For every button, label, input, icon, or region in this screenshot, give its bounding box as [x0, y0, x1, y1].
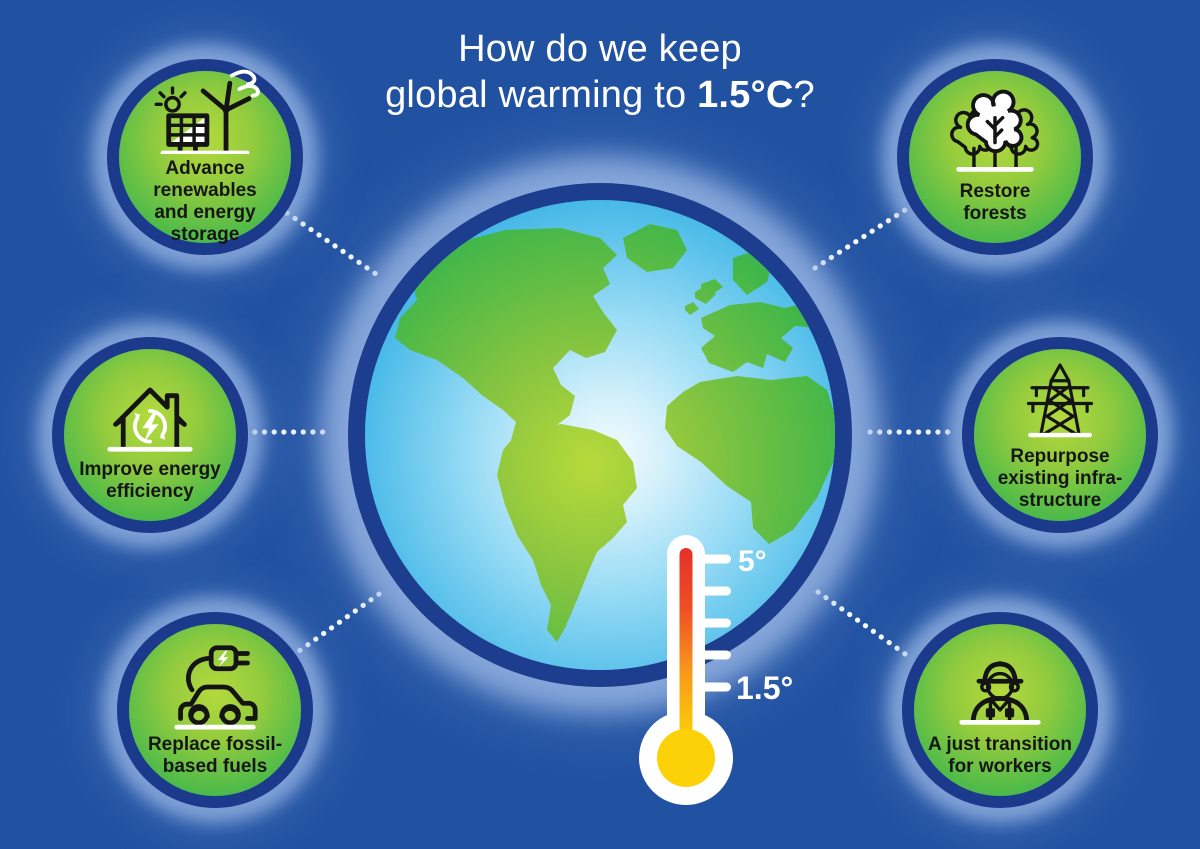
badge-just-transition: A just transition for workers	[914, 624, 1086, 796]
greenland	[623, 224, 687, 272]
mercury-column	[679, 548, 693, 760]
badge-label: A just transition for workers	[928, 734, 1072, 777]
badge-replace-fossil: Replace fossil- based fuels	[129, 624, 301, 796]
page-title: How do we keep global warming to 1.5°C?	[0, 26, 1200, 118]
arctic-islands	[515, 239, 585, 269]
connector-top-right	[812, 207, 908, 271]
connector-bottom-left	[289, 589, 385, 659]
scandinavia	[733, 250, 773, 295]
earth-globe	[365, 200, 835, 670]
worker-hard-hat-icon	[959, 661, 1041, 725]
badge-label: Replace fossil- based fuels	[147, 734, 283, 777]
title-line-1: How do we keep	[458, 28, 742, 70]
thermometer-label-5: 5°	[738, 545, 767, 578]
trees-icon	[950, 89, 1040, 172]
badge-improve-efficiency: Improve energy efficiency	[64, 349, 236, 521]
thermometer: 5° 1.5°	[639, 535, 793, 805]
badge-restore-forests: Restore forests	[909, 71, 1081, 243]
electric-car-plug-icon	[174, 645, 258, 730]
transmission-tower-icon	[1026, 363, 1094, 438]
badge-repurpose-infrastructure: Repurpose existing infra- structure	[974, 349, 1146, 521]
house-energy-recycle-icon	[107, 387, 193, 452]
south-america	[497, 424, 637, 642]
connector-top-left	[284, 210, 379, 277]
badge-label: Repurpose existing infra- structure	[997, 446, 1123, 511]
north-america	[395, 228, 617, 452]
connector-bottom-right	[815, 589, 911, 659]
continents-map	[395, 224, 835, 642]
badge-label: Restore forests	[959, 181, 1031, 224]
africa	[665, 376, 835, 544]
badge-label: Advance renewables and energy storage	[153, 158, 257, 245]
solar-panel-wind-turbine-icon	[154, 69, 260, 154]
british-isles	[685, 285, 716, 315]
europe	[701, 302, 821, 372]
title-line-2: global warming to 1.5°C?	[385, 74, 815, 116]
title-temperature-highlight: 1.5°C	[697, 74, 794, 116]
thermometer-label-1-5: 1.5°	[736, 670, 793, 706]
landmasses	[395, 224, 835, 642]
badge-label: Improve energy efficiency	[79, 459, 221, 502]
mercury-bulb	[657, 729, 715, 787]
badge-advance-renewables: Advance renewables and energy storage	[119, 69, 291, 245]
